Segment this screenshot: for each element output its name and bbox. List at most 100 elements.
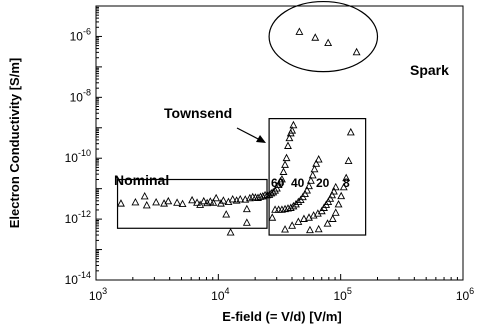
data-point	[131, 197, 140, 206]
data-point	[236, 194, 245, 203]
region-label-townsend: Townsend	[164, 105, 232, 121]
y-axis-title: Electron Conductivity [S/m]	[7, 58, 22, 228]
data-point	[196, 200, 205, 208]
data-point	[188, 195, 197, 204]
data-point	[288, 221, 297, 229]
data-point	[265, 190, 274, 198]
x-tick-label: 103	[89, 286, 107, 303]
data-point	[271, 186, 280, 194]
data-point	[284, 141, 292, 149]
data-point	[310, 164, 319, 173]
data-point	[242, 204, 251, 213]
region-nominal	[116, 178, 268, 229]
data-point	[282, 153, 291, 162]
data-point	[305, 181, 313, 190]
data-point	[344, 156, 353, 165]
data-point	[241, 195, 250, 203]
data-point	[292, 200, 300, 208]
data-point	[203, 198, 212, 207]
data-point	[268, 213, 277, 221]
data-point	[254, 193, 262, 201]
data-point	[308, 170, 317, 179]
region-label-nominal: Nominal	[114, 172, 169, 188]
region-spark	[268, 0, 379, 73]
data-point	[313, 209, 322, 217]
region-outlines	[116, 0, 379, 236]
data-point	[258, 192, 267, 200]
data-point	[274, 180, 283, 189]
data-point	[256, 192, 265, 200]
data-point	[301, 189, 309, 198]
y-tick-label: 10-14	[65, 270, 91, 287]
data-point	[311, 33, 320, 41]
data-point	[294, 217, 303, 225]
plot-area	[95, 5, 464, 281]
data-point	[328, 190, 337, 199]
data-point	[329, 187, 338, 195]
y-tick-label: 10-10	[65, 148, 91, 165]
data-point	[140, 192, 149, 200]
data-point	[279, 167, 288, 175]
x-tick-label: 105	[333, 286, 351, 303]
data-point	[295, 27, 304, 35]
x-axis-ticks: 103 104 105 106	[89, 274, 474, 303]
data-point	[286, 203, 295, 211]
data-point	[288, 126, 297, 134]
data-point	[303, 186, 311, 194]
curve-label-60: 60	[271, 176, 285, 190]
data-point	[173, 198, 182, 206]
region-label-spark: Spark	[410, 62, 449, 78]
data-point	[193, 198, 202, 206]
data-point	[245, 193, 254, 202]
data-point	[314, 155, 323, 163]
data-point	[323, 219, 332, 227]
y-tick-label: 10-8	[70, 87, 91, 104]
data-point	[326, 194, 335, 202]
data-point	[219, 196, 228, 204]
data-point	[324, 38, 333, 47]
data-point	[285, 133, 294, 142]
data-point	[331, 182, 340, 191]
data-point	[289, 201, 298, 210]
data-point	[199, 196, 208, 205]
data-point	[309, 211, 318, 219]
data-point	[117, 199, 125, 207]
data-point	[242, 218, 251, 226]
data-point	[164, 196, 173, 205]
data-point	[277, 174, 286, 183]
data-points	[117, 27, 361, 236]
data-point	[346, 127, 355, 136]
data-point	[312, 159, 321, 167]
data-point	[337, 191, 346, 200]
data-point	[284, 204, 292, 212]
data-point	[299, 214, 308, 222]
data-point	[272, 184, 281, 192]
data-point	[281, 160, 289, 168]
data-point	[289, 120, 298, 129]
data-point	[228, 194, 237, 203]
y-tick-label: 10-6	[70, 26, 91, 43]
data-point	[281, 225, 289, 233]
data-point	[294, 197, 303, 206]
data-point	[352, 47, 361, 56]
data-point	[152, 197, 161, 206]
y-axis-ticks: 10-14 10-12 10-10 10-8 10-6	[65, 6, 102, 287]
data-point	[342, 173, 351, 182]
data-point	[226, 228, 235, 236]
data-point	[142, 200, 151, 209]
data-point	[306, 176, 315, 184]
data-point	[334, 200, 343, 208]
y-tick-label: 10-12	[65, 209, 91, 226]
townsend-arrowhead	[256, 135, 266, 143]
data-point	[222, 210, 231, 218]
data-point	[339, 182, 348, 191]
data-point	[328, 214, 337, 222]
data-point	[281, 204, 289, 213]
x-axis-title: E-field (= V/d) [V/m]	[222, 309, 342, 324]
curve-label-8: 8	[343, 176, 350, 190]
data-point	[331, 208, 340, 216]
data-point	[178, 199, 187, 208]
curve-label-40: 40	[291, 176, 305, 190]
data-point	[306, 225, 314, 234]
